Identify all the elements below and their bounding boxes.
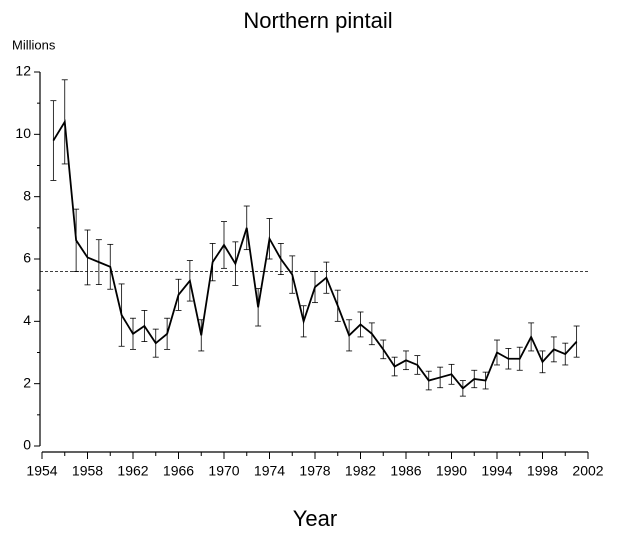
x-tick-label: 1966	[163, 463, 194, 479]
error-bar	[118, 283, 125, 347]
error-bar	[482, 371, 489, 390]
x-tick-label: 1998	[527, 463, 558, 479]
error-bar	[164, 317, 171, 350]
error-bar	[539, 350, 546, 374]
error-bar	[50, 100, 57, 181]
error-bar	[95, 239, 102, 285]
y-tick-label: 6	[23, 250, 31, 266]
error-bar	[414, 355, 421, 375]
x-tick-label: 2002	[572, 463, 603, 479]
error-bar	[391, 356, 398, 377]
x-tick-label: 1986	[390, 463, 421, 479]
error-bar	[459, 380, 466, 397]
error-bar	[425, 370, 432, 391]
y-tick-label: 2	[23, 374, 31, 390]
x-tick-label: 1958	[72, 463, 103, 479]
error-bar	[232, 241, 239, 286]
y-axis-label: Millions	[12, 37, 56, 52]
x-tick-label: 1990	[436, 463, 467, 479]
error-bar	[277, 243, 284, 275]
y-tick-label: 0	[23, 437, 31, 453]
error-bar	[403, 350, 409, 371]
error-bar	[573, 325, 580, 358]
error-bar	[255, 288, 262, 327]
error-bar	[471, 369, 478, 389]
error-bar	[130, 317, 136, 350]
error-bar	[289, 255, 296, 294]
error-bar	[73, 208, 80, 272]
error-bar	[494, 339, 500, 366]
error-bar	[266, 218, 273, 260]
y-tick-label: 12	[15, 63, 31, 79]
error-bar	[334, 289, 341, 322]
error-bar	[448, 363, 455, 385]
error-bar	[209, 243, 216, 282]
y-tick-label: 8	[23, 187, 31, 203]
x-tick-label: 1978	[299, 463, 330, 479]
error-bar	[528, 322, 535, 352]
data-line	[52, 119, 578, 390]
x-axis-label: Year	[293, 506, 337, 531]
y-tick-label: 10	[15, 125, 31, 141]
error-bar	[380, 339, 387, 360]
error-bar	[562, 342, 569, 366]
error-bar	[323, 261, 330, 294]
error-bar	[141, 310, 148, 342]
error-bar	[312, 271, 318, 304]
error-bar	[84, 229, 91, 286]
error-bar	[186, 260, 193, 302]
error-bar	[357, 311, 364, 338]
error-bar	[107, 243, 114, 290]
error-bar	[198, 319, 205, 352]
error-bar	[221, 221, 227, 269]
chart-title: Northern pintail	[243, 8, 392, 33]
x-tick-label: 1982	[345, 463, 376, 479]
error-bar	[368, 322, 375, 346]
error-bar	[516, 346, 523, 371]
x-tick-label: 1970	[208, 463, 239, 479]
error-bar	[243, 205, 250, 251]
error-bar	[505, 348, 512, 370]
error-bar	[61, 79, 68, 165]
x-tick-label: 1954	[26, 463, 57, 479]
y-tick-label: 4	[23, 312, 31, 328]
x-tick-label: 1962	[117, 463, 148, 479]
x-tick-label: 1974	[254, 463, 285, 479]
error-bar	[550, 336, 557, 363]
error-bar	[346, 319, 353, 352]
error-bar	[175, 278, 182, 311]
error-bar	[437, 366, 444, 389]
error-bar	[152, 328, 159, 358]
x-tick-label: 1994	[481, 463, 512, 479]
error-bar	[300, 305, 307, 338]
